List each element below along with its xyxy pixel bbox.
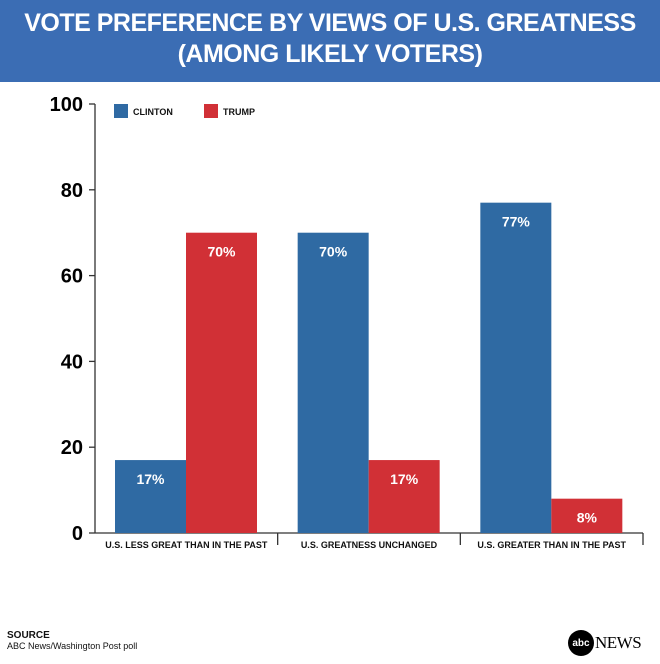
y-tick-label: 0 xyxy=(72,523,83,545)
data-label: 8% xyxy=(577,510,598,526)
data-label: 70% xyxy=(207,244,236,260)
y-tick-label: 40 xyxy=(61,351,83,373)
legend-label: CLINTON xyxy=(133,107,173,117)
bar-clinton xyxy=(480,202,552,534)
source: SOURCE ABC News/Washington Post poll xyxy=(7,630,137,651)
bar-clinton xyxy=(115,460,186,533)
title-line-1: VOTE PREFERENCE BY VIEWS OF U.S. GREATNE… xyxy=(24,9,636,37)
legend-label: TRUMP xyxy=(223,107,255,117)
bar-trump xyxy=(368,460,440,533)
bar-chart: 0 20 40 60 80 100 U.S. LESS GREAT THAN IN THE … xyxy=(50,94,644,550)
x-tick-label: U.S. LESS GREAT THAN IN THE PAST xyxy=(105,540,268,550)
x-tick-label: U.S. GREATER THAN IN THE PAST xyxy=(477,540,626,550)
bar-clinton xyxy=(297,232,369,533)
source-text: ABC News/Washington Post poll xyxy=(7,641,138,651)
legend-swatch-clinton xyxy=(114,104,128,118)
abc-news-logo: abc NEWS xyxy=(568,630,642,656)
data-label: 70% xyxy=(319,244,348,260)
data-label: 17% xyxy=(390,471,419,487)
data-label: 77% xyxy=(502,214,531,230)
source-label: SOURCE xyxy=(7,630,50,641)
y-tick-label: 100 xyxy=(50,94,83,116)
title-line-2: (AMONG LIKELY VOTERS) xyxy=(177,40,483,68)
bar-trump xyxy=(551,498,623,533)
y-tick-label: 60 xyxy=(61,266,83,288)
y-tick-label: 20 xyxy=(61,437,83,459)
legend-swatch-trump xyxy=(204,104,218,118)
chart-title: VOTE PREFERENCE BY VIEWS OF U.S. GREATNE… xyxy=(0,0,660,82)
x-tick-label: U.S. GREATNESS UNCHANGED xyxy=(301,540,438,550)
data-label: 17% xyxy=(136,471,165,487)
bar-trump xyxy=(186,232,257,533)
y-tick-label: 80 xyxy=(61,180,83,202)
